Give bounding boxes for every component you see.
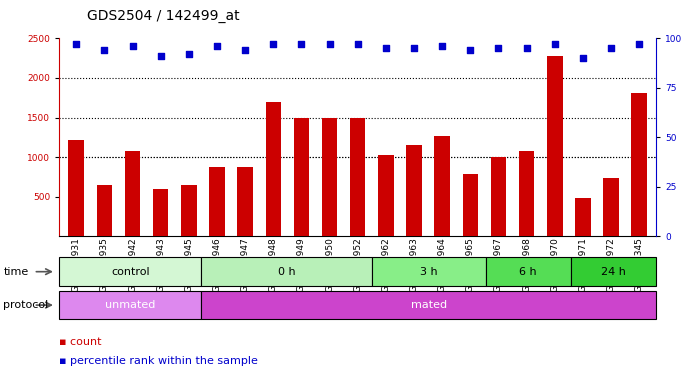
Point <box>211 43 223 50</box>
Text: 3 h: 3 h <box>420 266 438 277</box>
Bar <box>434 136 450 236</box>
Bar <box>378 156 394 236</box>
Point <box>352 41 363 47</box>
Point <box>239 47 251 53</box>
Text: unmated: unmated <box>105 300 156 310</box>
Point <box>493 45 504 51</box>
Bar <box>322 118 337 236</box>
Bar <box>603 179 619 236</box>
Point <box>99 47 110 53</box>
Text: 24 h: 24 h <box>601 266 626 277</box>
Bar <box>181 185 197 236</box>
Text: GDS2504 / 142499_at: GDS2504 / 142499_at <box>87 9 240 23</box>
Text: ▪ count: ▪ count <box>59 337 102 347</box>
Bar <box>406 145 422 236</box>
Bar <box>463 174 478 236</box>
Point <box>465 47 476 53</box>
Bar <box>632 93 647 236</box>
Text: protocol: protocol <box>3 300 49 310</box>
Bar <box>96 185 112 236</box>
Bar <box>571 257 656 286</box>
Point <box>155 53 166 59</box>
Point <box>436 43 447 50</box>
Text: time: time <box>3 266 29 277</box>
Bar <box>153 189 168 236</box>
Point <box>577 55 588 61</box>
Bar <box>372 257 486 286</box>
Text: 6 h: 6 h <box>519 266 537 277</box>
Point <box>184 51 195 57</box>
Point <box>605 45 616 51</box>
Point <box>70 41 82 47</box>
Bar <box>265 102 281 236</box>
Point <box>127 43 138 50</box>
Bar <box>202 257 372 286</box>
Text: ▪ percentile rank within the sample: ▪ percentile rank within the sample <box>59 356 258 366</box>
Text: mated: mated <box>410 300 447 310</box>
Bar <box>68 140 84 236</box>
Point <box>268 41 279 47</box>
Bar <box>486 257 571 286</box>
Bar <box>491 157 506 236</box>
Text: 0 h: 0 h <box>278 266 295 277</box>
Bar <box>547 56 563 236</box>
Bar <box>59 257 202 286</box>
Point <box>408 45 419 51</box>
Bar <box>519 151 535 236</box>
Point <box>380 45 392 51</box>
Bar <box>237 167 253 236</box>
Bar <box>350 118 366 236</box>
Point <box>549 41 560 47</box>
Bar <box>125 151 140 236</box>
Point <box>324 41 335 47</box>
Bar <box>59 291 202 319</box>
Point <box>634 41 645 47</box>
Text: control: control <box>111 266 149 277</box>
Point <box>296 41 307 47</box>
Bar <box>575 198 591 236</box>
Bar <box>209 167 225 236</box>
Bar <box>294 118 309 236</box>
Bar <box>202 291 656 319</box>
Point <box>521 45 532 51</box>
